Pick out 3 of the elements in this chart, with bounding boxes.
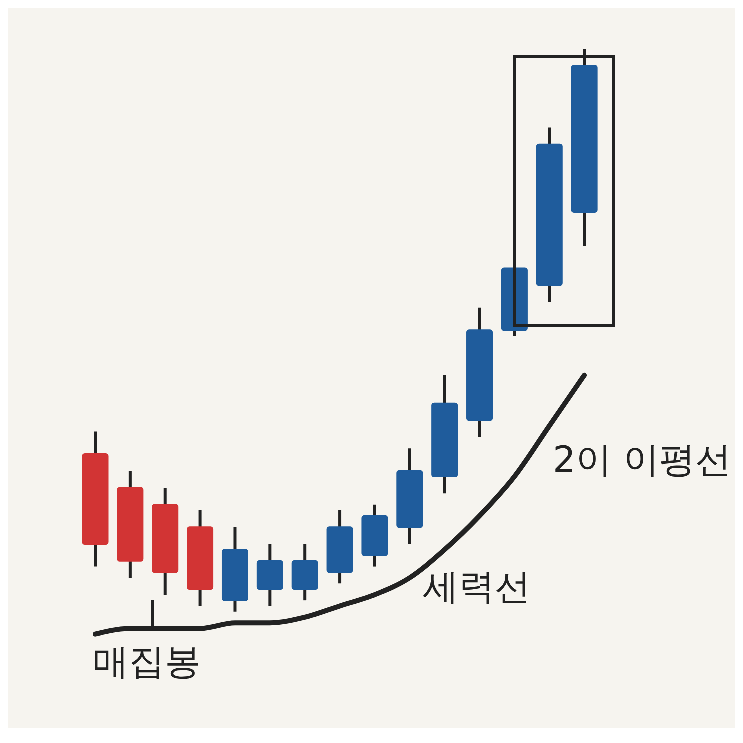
annotation: 2이 이평선 <box>553 439 732 483</box>
text: 매집봉 <box>93 641 201 685</box>
series-label: 세력선 <box>423 566 531 610</box>
